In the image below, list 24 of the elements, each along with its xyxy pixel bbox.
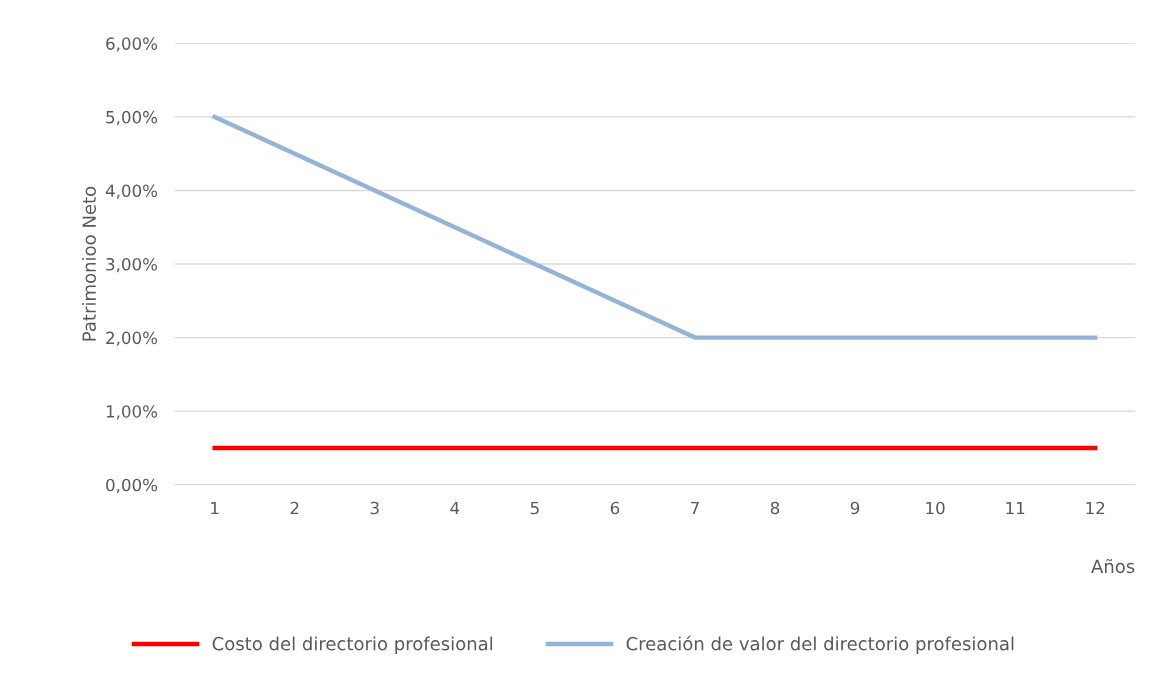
y-tick-label: 1,00% — [106, 405, 158, 420]
x-tick-label: 9 — [850, 501, 860, 515]
y-tick-label: 3,00% — [106, 257, 158, 273]
x-tick-label: 2 — [290, 501, 299, 515]
x-tick-label: 5 — [530, 501, 539, 515]
x-tick-label: 10 — [926, 501, 945, 515]
x-tick-label: 8 — [770, 501, 780, 515]
legend-label: Creación de valor del directorio profesional — [626, 635, 1014, 654]
y-tick-label: 0,00% — [106, 478, 158, 493]
x-tick-label: 1 — [211, 501, 219, 515]
line-series — [212, 114, 1098, 340]
legend-label: Costo del directorio profesional — [212, 636, 493, 654]
x-tick-label: 7 — [691, 501, 699, 515]
x-tick-label: 11 — [1006, 501, 1025, 515]
x-tick-label: 12 — [1086, 501, 1105, 515]
x-tick-label: 6 — [610, 501, 620, 515]
x-axis-title: Años — [1091, 558, 1135, 574]
y-tick-label: 5,00% — [106, 110, 158, 126]
x-tick-label: 3 — [370, 501, 379, 515]
y-axis-title: Patrimonioo Neto — [82, 186, 96, 341]
y-tick-label: 2,00% — [106, 331, 158, 346]
x-tick-label: 4 — [450, 501, 460, 515]
y-tick-label: 6,00% — [106, 37, 158, 52]
y-tick-label: 4,00% — [105, 184, 158, 199]
